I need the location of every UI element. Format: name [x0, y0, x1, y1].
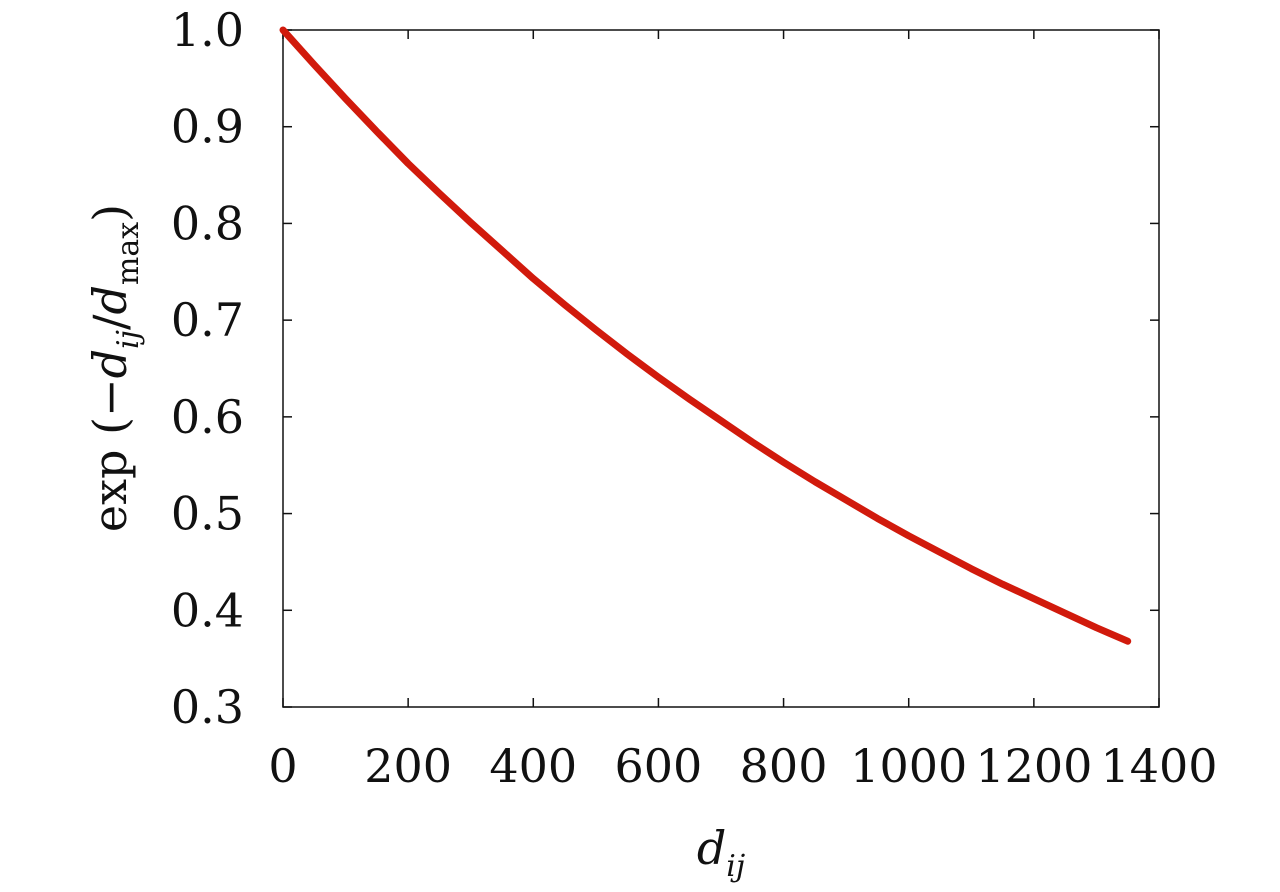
series-layer: [279, 26, 1132, 645]
x-tick-label: 400: [489, 739, 577, 793]
x-axis-label-sub: ij: [726, 849, 745, 884]
y-tick-label: 0.7: [171, 293, 244, 347]
x-tick-label: 1400: [1100, 739, 1217, 793]
y-tick-label: 0.6: [171, 390, 244, 444]
y-axis-label-den-sub: max: [111, 222, 146, 285]
x-tick-label: 0: [268, 739, 297, 793]
x-tick-label: 600: [615, 739, 703, 793]
y-axis-label: exp (−dij/dmax): [83, 204, 146, 532]
y-tick-label: 1.0: [171, 3, 244, 57]
y-ticks: 0.3 0.4 0.5 0.6 0.7 0.8 0.9 1.0: [171, 3, 1159, 734]
y-axis-label-num-base: d: [83, 349, 137, 378]
y-axis-label-prefix: exp (−: [83, 378, 137, 532]
x-tick-label: 1200: [975, 739, 1092, 793]
y-tick-label: 0.4: [171, 583, 244, 637]
y-tick-label: 0.3: [171, 680, 244, 734]
y-tick-label: 0.8: [171, 196, 244, 250]
y-tick-label: 0.9: [171, 100, 244, 154]
x-tick-label: 800: [740, 739, 828, 793]
plot-frame: [282, 29, 1160, 708]
x-tick-label: 200: [364, 739, 452, 793]
y-axis-label-num-sub: ij: [111, 330, 146, 349]
y-axis-label-den-base: d: [83, 285, 137, 314]
x-axis-label: dij: [697, 821, 745, 884]
y-axis-label-suffix: ): [83, 204, 137, 222]
x-axis-label-base: d: [697, 821, 726, 875]
y-axis-label-slash: /: [83, 314, 137, 330]
x-ticks: 0 200 400 600 800 1000 1200 1400: [268, 30, 1218, 793]
y-tick-label: 0.5: [171, 487, 244, 541]
x-tick-label: 1000: [850, 739, 967, 793]
series-line: [279, 26, 1132, 645]
